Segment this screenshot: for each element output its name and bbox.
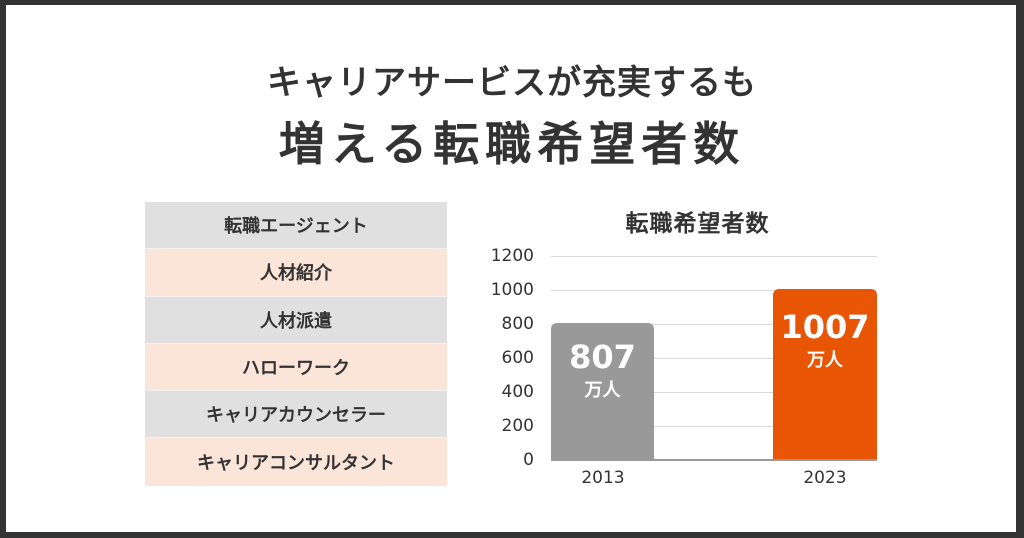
bar-unit-2023: 万人 — [807, 350, 843, 371]
y-tick-200: 200 — [501, 416, 534, 436]
y-tick-600: 600 — [501, 348, 534, 368]
headline-line2: 増える転職希望者数 — [278, 117, 746, 171]
bar-2023: 1007 万人 — [773, 289, 877, 460]
chart-title: 転職希望者数 — [625, 211, 770, 237]
bar-value-2023: 1007 — [780, 308, 870, 346]
x-axis-line — [551, 459, 877, 461]
x-tick-2023: 2023 — [803, 468, 847, 488]
y-tick-1200: 1200 — [490, 246, 534, 266]
bar-value-2013: 807 — [569, 338, 636, 376]
career-services-list: 転職エージェント 人材紹介 人材派遣 ハローワーク キャリアカウンセラー キャリ… — [145, 202, 447, 486]
gridline-1200 — [551, 256, 877, 257]
gridline-200 — [551, 426, 877, 427]
gridline-600 — [551, 358, 877, 359]
headline-line1: キャリアサービスが充実するも — [267, 63, 757, 103]
x-tick-2013: 2013 — [581, 468, 625, 488]
y-tick-800: 800 — [501, 314, 534, 334]
service-item-dispatch: 人材派遣 — [145, 296, 447, 344]
y-tick-0: 0 — [523, 450, 534, 470]
gridline-800 — [551, 324, 877, 325]
service-item-hellowork: ハローワーク — [145, 343, 447, 392]
y-tick-400: 400 — [501, 382, 534, 402]
gridline-400 — [551, 392, 877, 393]
y-tick-1000: 1000 — [490, 280, 534, 300]
bar-2013: 807 万人 — [551, 323, 654, 460]
bar-unit-2013: 万人 — [584, 380, 621, 401]
service-item-placement: 人材紹介 — [145, 249, 447, 297]
service-item-counselor: キャリアカウンセラー — [145, 391, 447, 439]
gridline-1000 — [551, 290, 877, 291]
service-item-agent: 転職エージェント — [145, 202, 447, 250]
service-item-consultant: キャリアコンサルタント — [145, 438, 447, 486]
